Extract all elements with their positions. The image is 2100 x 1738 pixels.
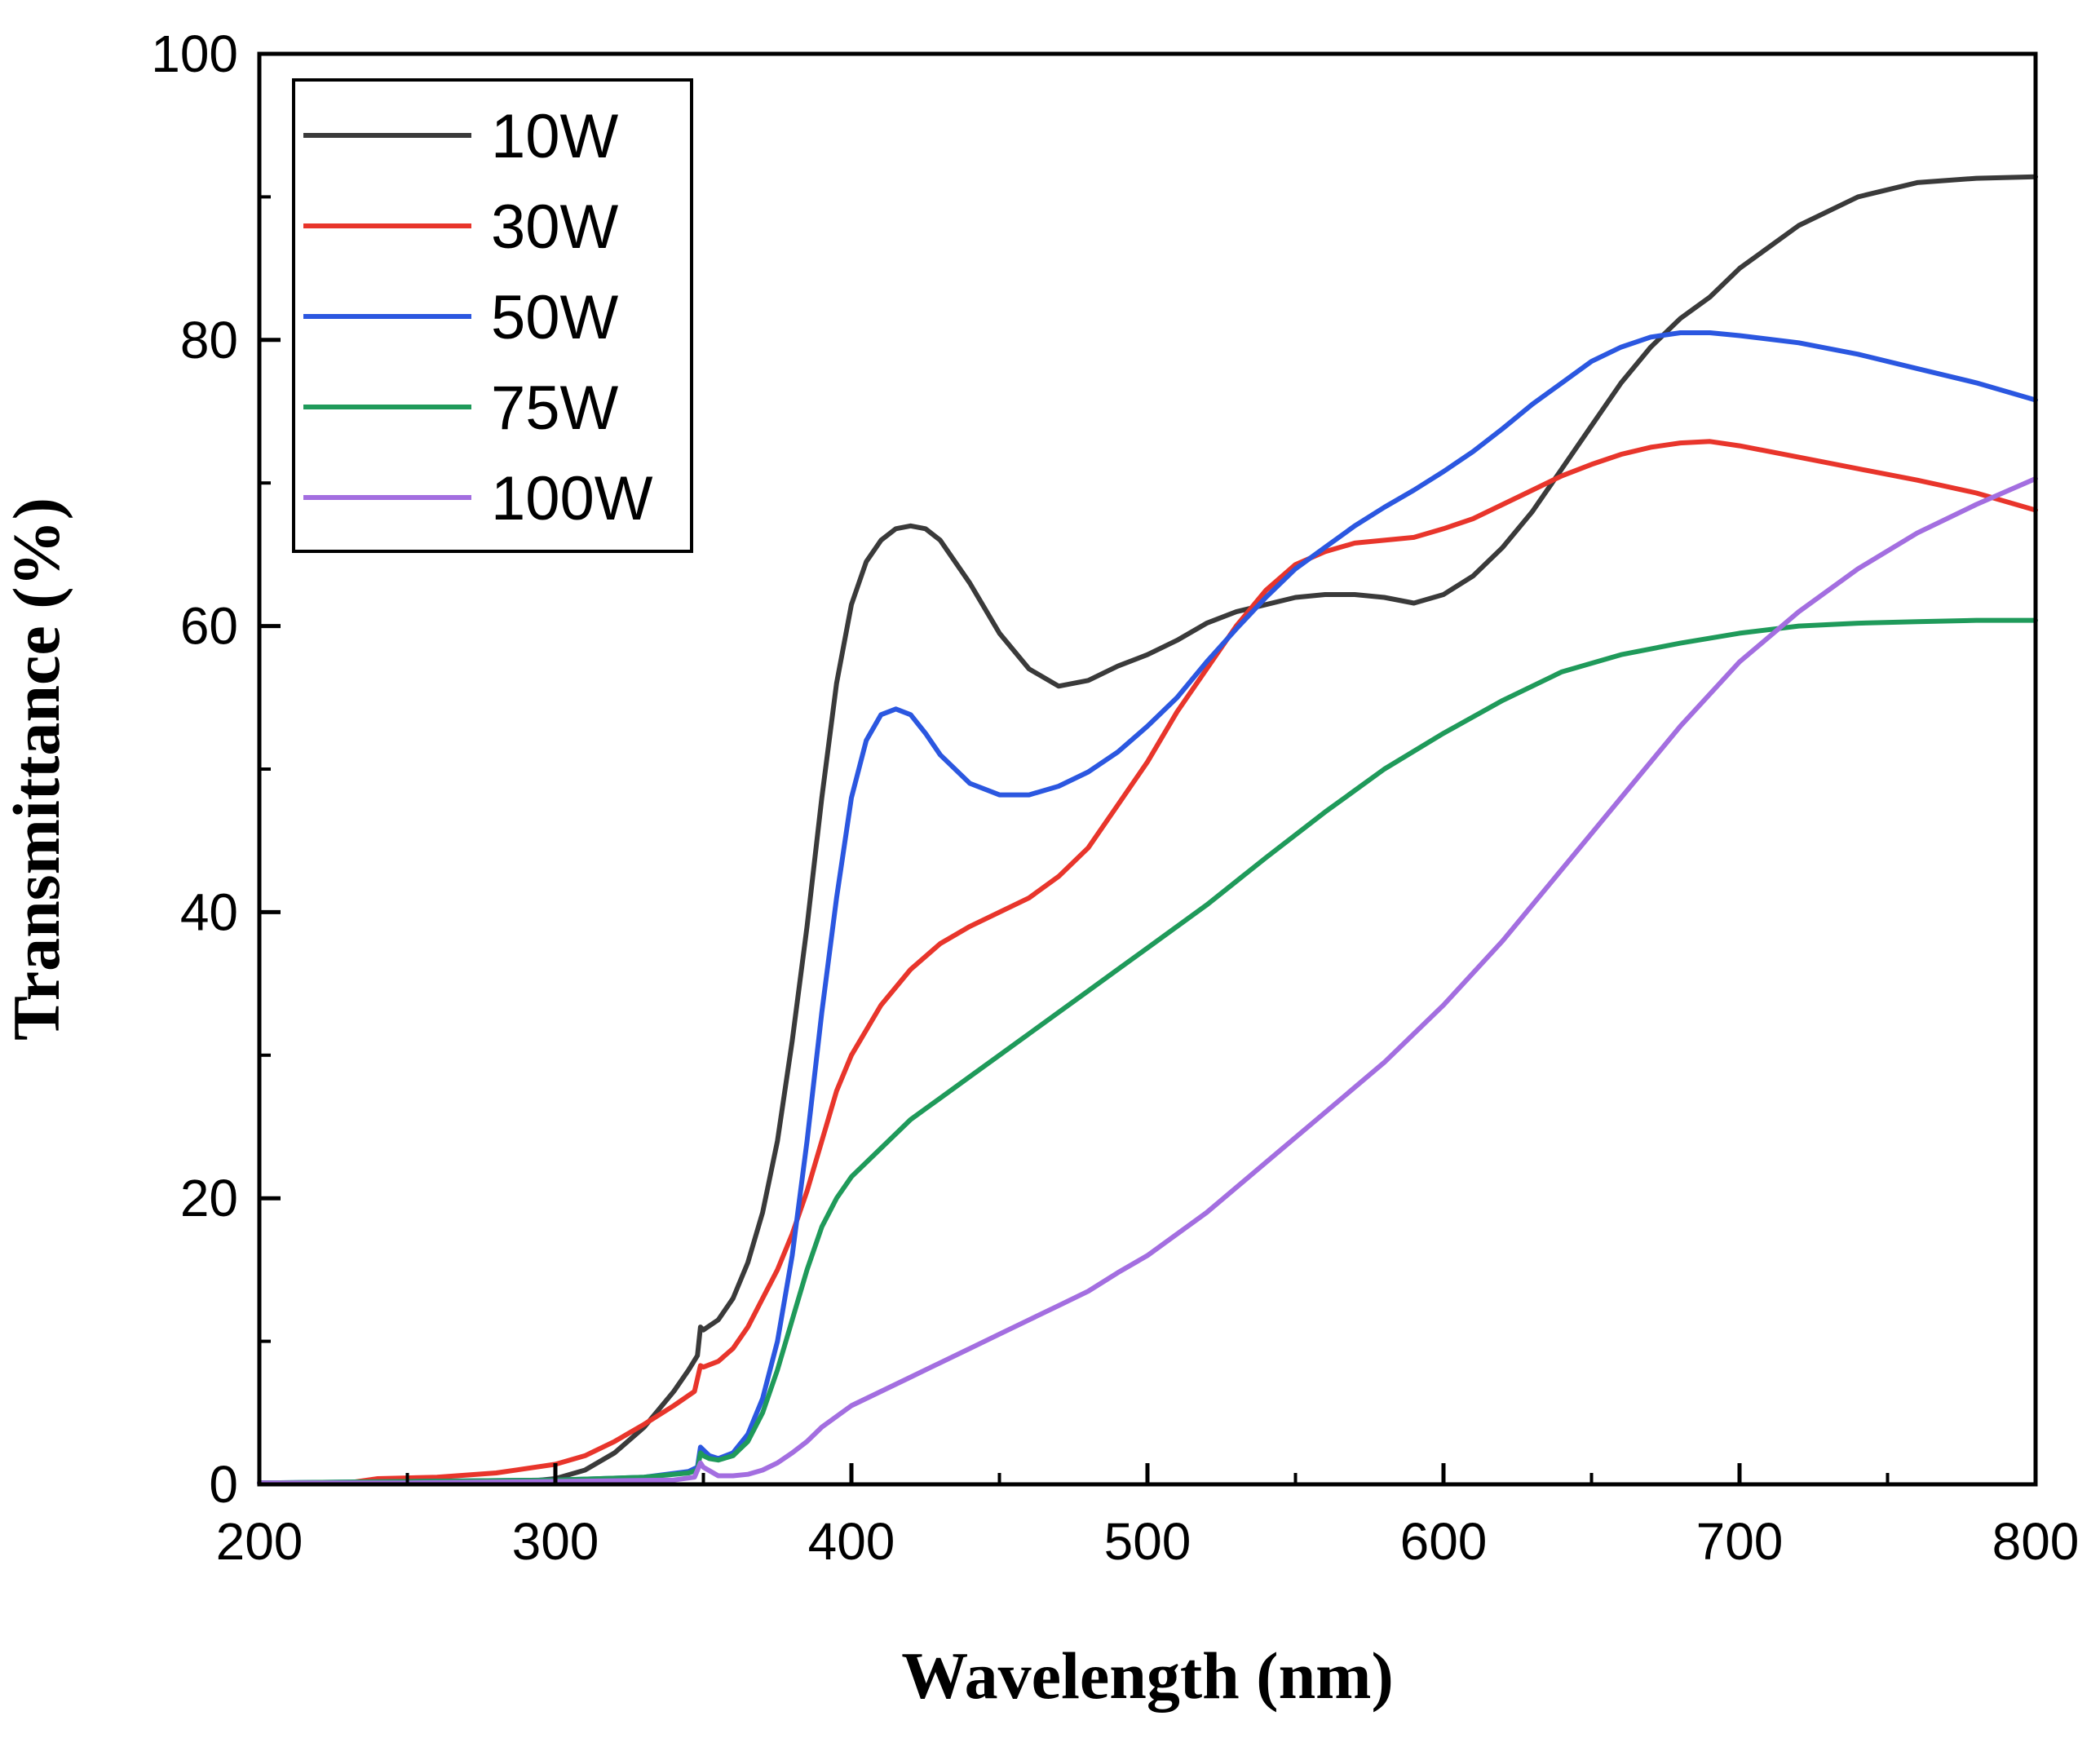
legend-label-100W: 100W	[491, 464, 653, 533]
y-tick-label: 20	[180, 1169, 238, 1227]
series-lines	[257, 174, 2038, 1486]
x-tick-label: 800	[1992, 1512, 2080, 1571]
x-axis-title: Wavelength (nm)	[901, 1638, 1394, 1713]
x-tick-label: 200	[216, 1512, 303, 1571]
x-tick-label: 400	[808, 1512, 895, 1571]
series-line-30W	[257, 439, 2038, 1486]
y-tick-label: 80	[180, 311, 238, 369]
legend: 10W 30W 50W 75W 100W	[292, 78, 693, 553]
legend-label-50W: 50W	[491, 283, 619, 352]
x-tick-label: 600	[1400, 1512, 1488, 1571]
y-tick-label: 60	[180, 597, 238, 656]
x-tick-label: 500	[1104, 1512, 1191, 1571]
series-line-10W	[257, 174, 2038, 1486]
legend-label-30W: 30W	[491, 192, 619, 262]
x-tick-label: 300	[512, 1512, 599, 1571]
y-axis-title: Transmittance (%)	[0, 498, 73, 1041]
legend-label-10W: 10W	[491, 102, 619, 171]
y-tick-label: 40	[180, 882, 238, 941]
axis-ticks	[257, 51, 2038, 1487]
y-tick-label: 0	[209, 1455, 238, 1514]
series-line-100W	[257, 475, 2038, 1486]
x-tick-label: 700	[1696, 1512, 1784, 1571]
series-line-75W	[257, 617, 2038, 1486]
legend-label-75W: 75W	[491, 374, 619, 443]
y-tick-label: 100	[151, 24, 238, 83]
tick-labels: 200 300 400 500 600 700 800 0 20 40 60 80 100	[151, 24, 2079, 1571]
